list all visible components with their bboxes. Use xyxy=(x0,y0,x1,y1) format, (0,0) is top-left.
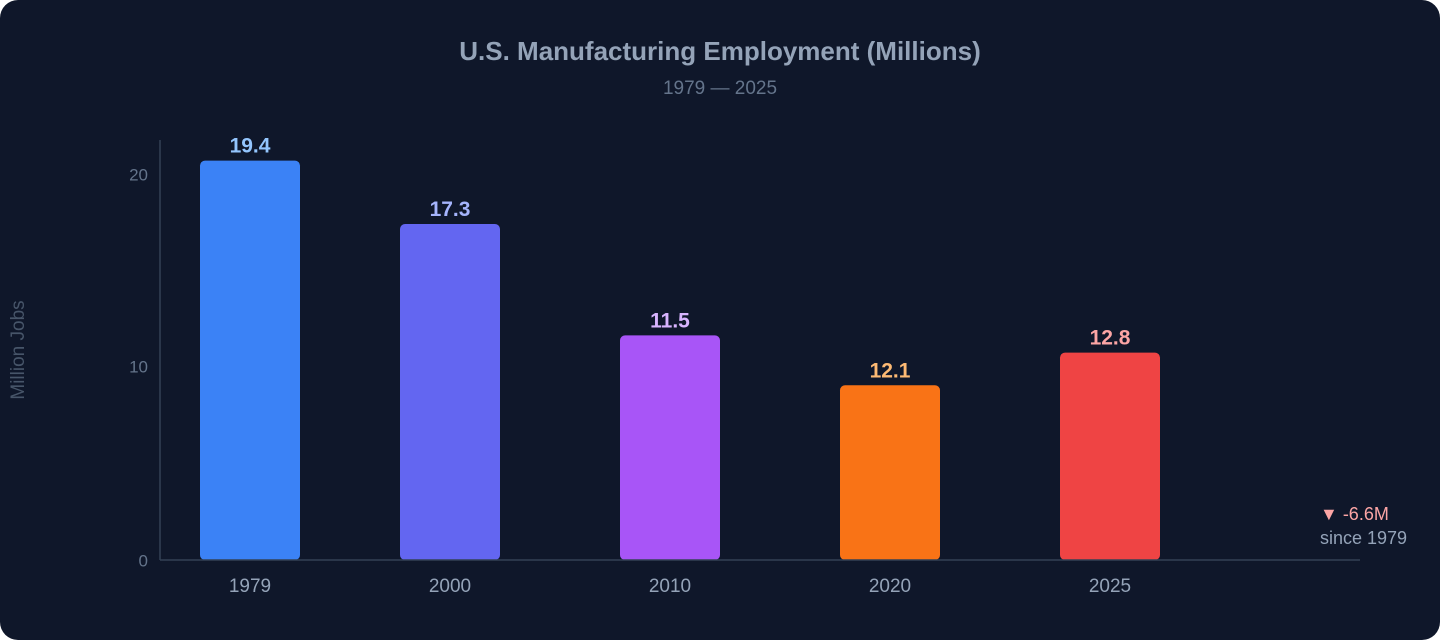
bar-2020 xyxy=(840,385,940,560)
bar-2000 xyxy=(400,224,500,560)
bar-2010 xyxy=(620,335,720,560)
x-tick-label-2010: 2010 xyxy=(649,576,691,597)
x-tick-label-2000: 2000 xyxy=(429,576,471,597)
change-period: since 1979 xyxy=(1320,528,1408,548)
value-label-2010: 11.5 xyxy=(650,309,690,332)
y-tick-label: 20 xyxy=(129,165,148,184)
y-tick-label: 0 xyxy=(139,551,148,570)
bar-2025 xyxy=(1060,352,1160,560)
x-tick-label-2025: 2025 xyxy=(1089,576,1131,597)
x-axis: 1979 2000 2010 2020 2025 xyxy=(160,559,1360,597)
value-label-1979: 19.4 xyxy=(230,135,271,158)
chart-subtitle: 1979 — 2025 xyxy=(662,78,778,99)
value-label-2025: 12.8 xyxy=(1090,327,1131,350)
value-label-2020: 12.1 xyxy=(870,359,911,382)
x-tick-label-1979: 1979 xyxy=(229,576,271,597)
x-tick-label-2020: 2020 xyxy=(869,576,911,597)
y-axis: 0 10 20 xyxy=(129,140,161,570)
change-annotation: ▼ -6.6M since 1979 xyxy=(1320,502,1407,550)
value-label-2000: 17.3 xyxy=(430,198,471,221)
bar-1979 xyxy=(200,160,300,560)
chart-title: U.S. Manufacturing Employment (Millions) xyxy=(459,36,981,66)
change-value: ▼ -6.6M xyxy=(1320,504,1389,524)
value-labels: 19.4 17.3 11.5 12.1 12.8 xyxy=(230,135,1131,383)
bars xyxy=(200,160,1160,560)
y-axis-title: Million Jobs xyxy=(8,300,29,399)
y-tick-label: 10 xyxy=(129,357,148,376)
